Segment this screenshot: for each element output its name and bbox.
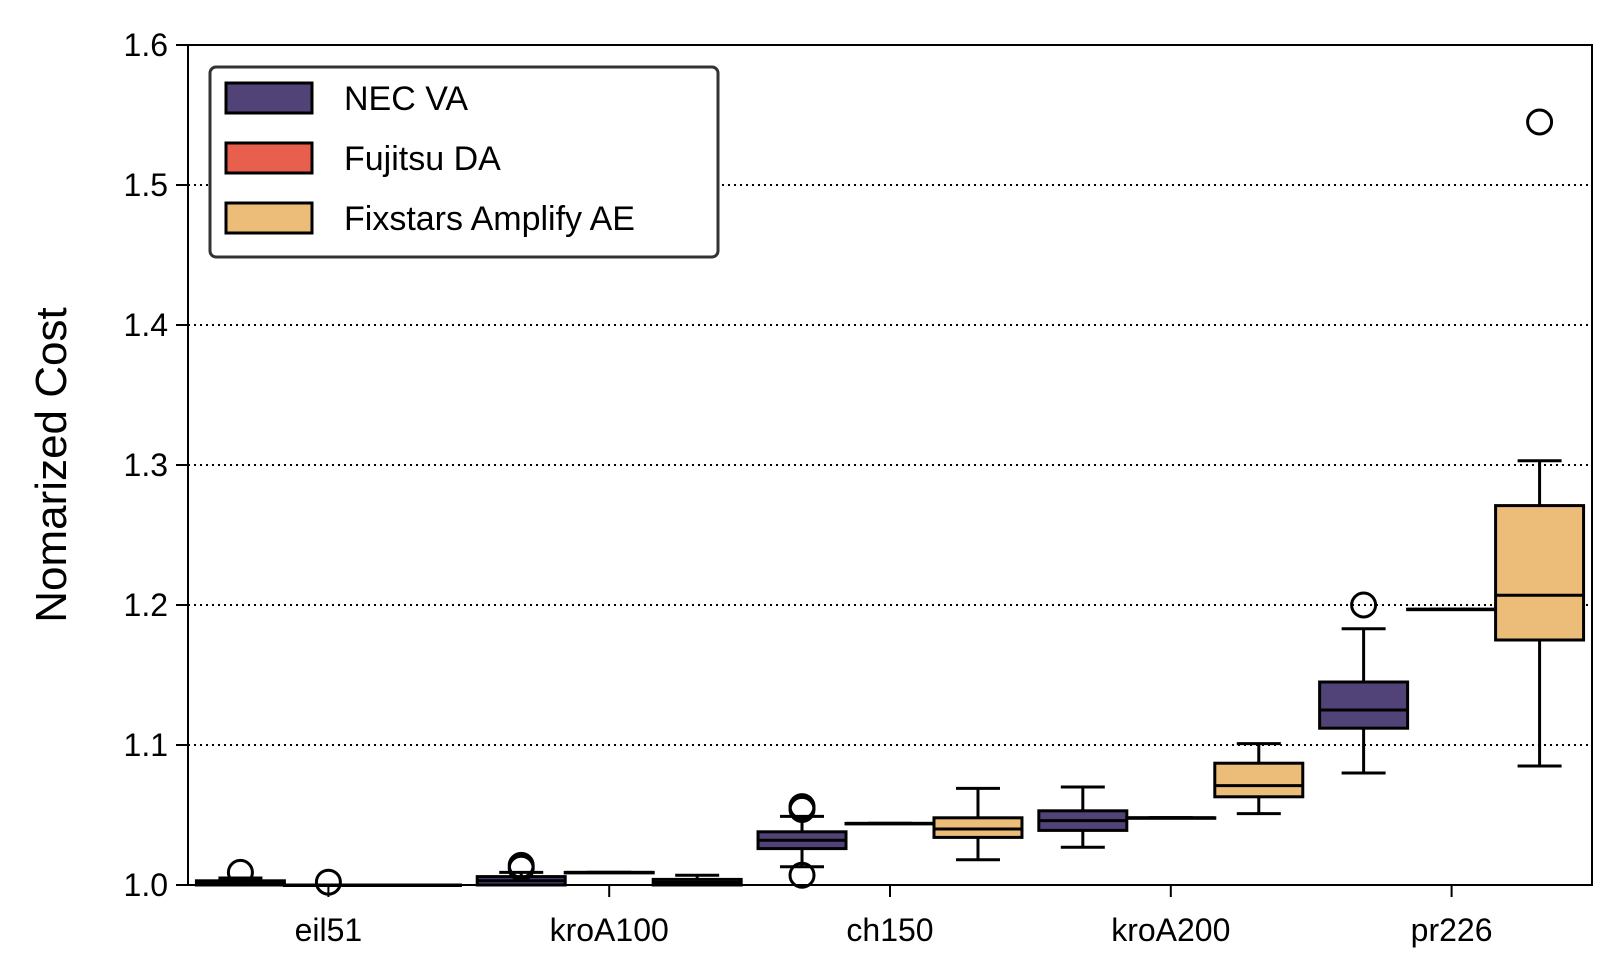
legend-swatch-fixstars-amplify-ae <box>224 201 314 235</box>
outlier-0 <box>1526 108 1554 136</box>
y-tick-label-3: 1.3 <box>124 447 168 483</box>
x-axis: eil51 kroA100 ch150 kroA200 pr226 <box>295 885 1493 948</box>
y-axis: 1.0 1.1 1.2 1.3 1.4 1.5 1.6 <box>124 27 188 903</box>
y-tick-label-6: 1.6 <box>124 27 168 63</box>
box-fujitsu-da-kroA200 <box>1125 816 1217 820</box>
box-fixstars-amplify-ae-ch150 <box>932 786 1024 862</box>
y-axis-title: Nomarized Cost <box>27 307 76 622</box>
x-tick-label-pr226: pr226 <box>1411 912 1493 948</box>
grid-lines <box>188 184 1592 746</box>
boxes-layer <box>194 108 1586 896</box>
x-tick-label-ch150: ch150 <box>846 912 933 948</box>
y-tick-label-0: 1.0 <box>124 867 168 903</box>
outlier-0 <box>788 861 816 889</box>
y-tick-label-4: 1.4 <box>124 307 168 343</box>
legend-frame <box>208 65 720 259</box>
legend-swatch-nec-va <box>224 81 314 115</box>
box-nec-va-eil51 <box>194 858 286 887</box>
legend: NEC VA Fujitsu DA Fixstars Amplify AE <box>208 65 720 259</box>
iqr-box <box>1494 504 1586 642</box>
box-fujitsu-da-kroA100 <box>563 870 655 875</box>
box-nec-va-kroA100 <box>475 851 567 887</box>
y-tick-label-2: 1.2 <box>124 587 168 623</box>
legend-label-fujitsu-da: Fujitsu DA <box>344 140 501 178</box>
x-tick-label-eil51: eil51 <box>295 912 363 948</box>
outlier-0 <box>1350 591 1378 619</box>
x-tick-label-kroA200: kroA200 <box>1111 912 1230 948</box>
legend-label-fixstars-amplify-ae: Fixstars Amplify AE <box>344 200 635 238</box>
box-fujitsu-da-ch150 <box>844 821 936 826</box>
iqr-box <box>1213 761 1305 799</box>
y-tick-label-5: 1.5 <box>124 167 168 203</box>
box-fixstars-amplify-ae-kroA200 <box>1213 742 1305 816</box>
box-fixstars-amplify-ae-kroA100 <box>651 873 743 887</box>
box-fixstars-amplify-ae-pr226 <box>1494 108 1586 768</box>
iqr-box <box>1318 680 1410 730</box>
outlier-2 <box>788 793 816 821</box>
box-fujitsu-da-pr226 <box>1406 607 1498 612</box>
box-nec-va-ch150 <box>756 793 848 889</box>
y-tick-label-1: 1.1 <box>124 727 168 763</box>
x-tick-label-kroA100: kroA100 <box>550 912 669 948</box>
box-nec-va-kroA200 <box>1037 785 1129 849</box>
outlier-1 <box>507 851 535 879</box>
legend-label-nec-va: NEC VA <box>344 80 468 118</box>
legend-swatch-fujitsu-da <box>224 141 314 175</box>
box-nec-va-pr226 <box>1318 591 1410 775</box>
